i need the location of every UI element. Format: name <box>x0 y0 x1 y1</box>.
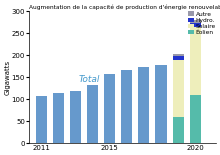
Bar <box>173 117 184 143</box>
Bar <box>190 20 201 23</box>
Bar <box>190 27 201 95</box>
Bar <box>70 91 81 143</box>
Bar <box>104 74 115 143</box>
Text: Augmentation de la capacité de production d'énergie renouvelable: Augmentation de la capacité de productio… <box>29 4 220 10</box>
Bar <box>190 95 201 143</box>
Y-axis label: Gigawatts: Gigawatts <box>4 60 10 95</box>
Bar <box>173 60 184 117</box>
Text: Total: Total <box>79 75 100 84</box>
Bar <box>173 56 184 60</box>
Bar <box>190 23 201 27</box>
Bar <box>36 96 47 143</box>
Bar <box>53 93 64 143</box>
Bar <box>138 67 150 143</box>
Bar <box>121 70 132 143</box>
Bar <box>87 85 98 143</box>
Legend: Autre, Hydro., Solaire, Éolien: Autre, Hydro., Solaire, Éolien <box>188 11 216 35</box>
Bar <box>156 65 167 143</box>
Bar <box>173 54 184 56</box>
